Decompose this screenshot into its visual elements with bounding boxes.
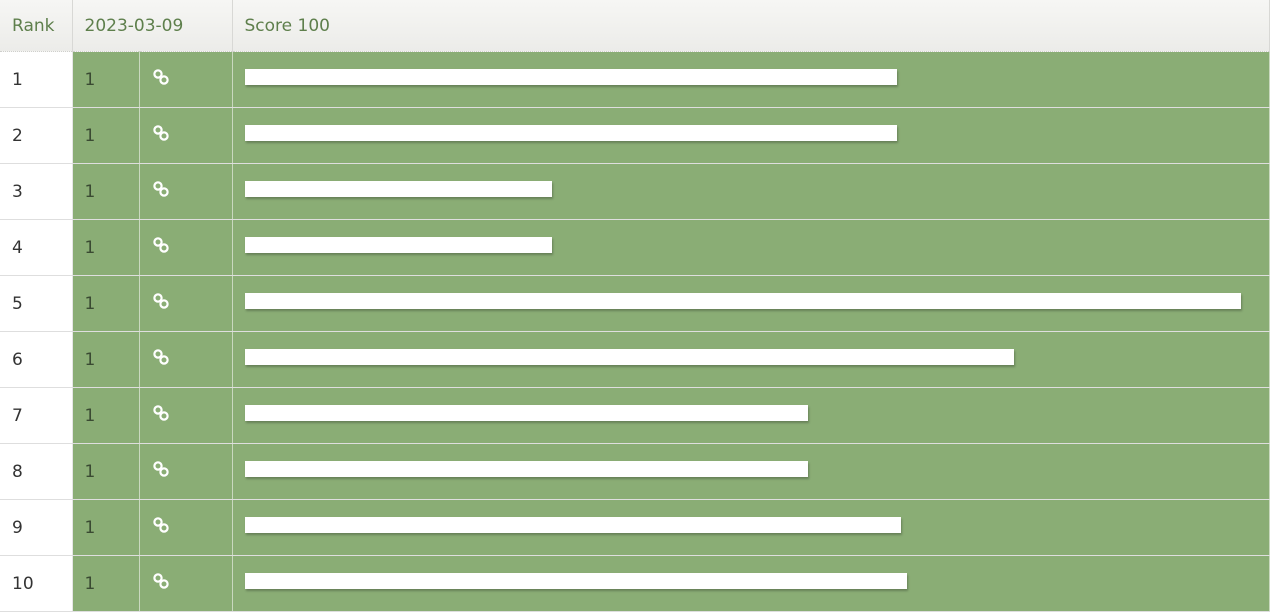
redacted-keyword <box>244 404 808 421</box>
link-cell[interactable] <box>139 499 233 556</box>
link-icon[interactable] <box>152 348 170 366</box>
rank-cell: 7 <box>0 387 73 444</box>
link-cell[interactable] <box>139 555 233 612</box>
keyword-cell <box>232 331 1270 388</box>
rank-header[interactable]: Rank <box>0 0 73 52</box>
link-icon[interactable] <box>152 460 170 478</box>
redacted-keyword <box>244 180 552 197</box>
date-header[interactable]: 2023-03-09 <box>72 0 233 52</box>
position-cell: 1 <box>72 163 140 220</box>
header-row: Rank 2023-03-09 Score 100 <box>0 0 1270 52</box>
keyword-cell <box>232 163 1270 220</box>
link-cell[interactable] <box>139 443 233 500</box>
redacted-keyword <box>244 292 1241 309</box>
rank-cell: 4 <box>0 219 73 276</box>
position-cell: 1 <box>72 387 140 444</box>
keyword-cell <box>232 51 1270 108</box>
position-cell: 1 <box>72 555 140 612</box>
position-cell: 1 <box>72 499 140 556</box>
rank-cell: 8 <box>0 443 73 500</box>
rank-cell: 9 <box>0 499 73 556</box>
rank-cell: 2 <box>0 107 73 164</box>
keyword-cell <box>232 219 1270 276</box>
position-cell: 1 <box>72 51 140 108</box>
link-cell[interactable] <box>139 163 233 220</box>
link-icon[interactable] <box>152 292 170 310</box>
link-cell[interactable] <box>139 51 233 108</box>
rank-cell: 3 <box>0 163 73 220</box>
position-cell: 1 <box>72 331 140 388</box>
link-cell[interactable] <box>139 107 233 164</box>
rank-cell: 10 <box>0 555 73 612</box>
position-cell: 1 <box>72 107 140 164</box>
link-icon[interactable] <box>152 404 170 422</box>
rank-cell: 6 <box>0 331 73 388</box>
redacted-keyword <box>244 68 897 85</box>
position-cell: 1 <box>72 275 140 332</box>
position-cell: 1 <box>72 443 140 500</box>
score-header[interactable]: Score 100 <box>232 0 1270 52</box>
redacted-keyword <box>244 236 552 253</box>
rank-cell: 1 <box>0 51 73 108</box>
keyword-cell <box>232 387 1270 444</box>
rank-cell: 5 <box>0 275 73 332</box>
redacted-keyword <box>244 124 897 141</box>
redacted-keyword <box>244 516 901 533</box>
link-cell[interactable] <box>139 331 233 388</box>
table-row: 10 1 <box>0 555 1270 612</box>
keyword-cell <box>232 443 1270 500</box>
link-icon[interactable] <box>152 236 170 254</box>
link-cell[interactable] <box>139 275 233 332</box>
link-cell[interactable] <box>139 387 233 444</box>
redacted-keyword <box>244 572 907 589</box>
link-icon[interactable] <box>152 572 170 590</box>
redacted-keyword <box>244 460 808 477</box>
link-icon[interactable] <box>152 124 170 142</box>
link-icon[interactable] <box>152 180 170 198</box>
keyword-cell <box>232 555 1270 612</box>
link-icon[interactable] <box>152 68 170 86</box>
redacted-keyword <box>244 348 1014 365</box>
link-cell[interactable] <box>139 219 233 276</box>
keyword-cell <box>232 499 1270 556</box>
position-cell: 1 <box>72 219 140 276</box>
link-icon[interactable] <box>152 516 170 534</box>
keyword-cell <box>232 275 1270 332</box>
keyword-cell <box>232 107 1270 164</box>
